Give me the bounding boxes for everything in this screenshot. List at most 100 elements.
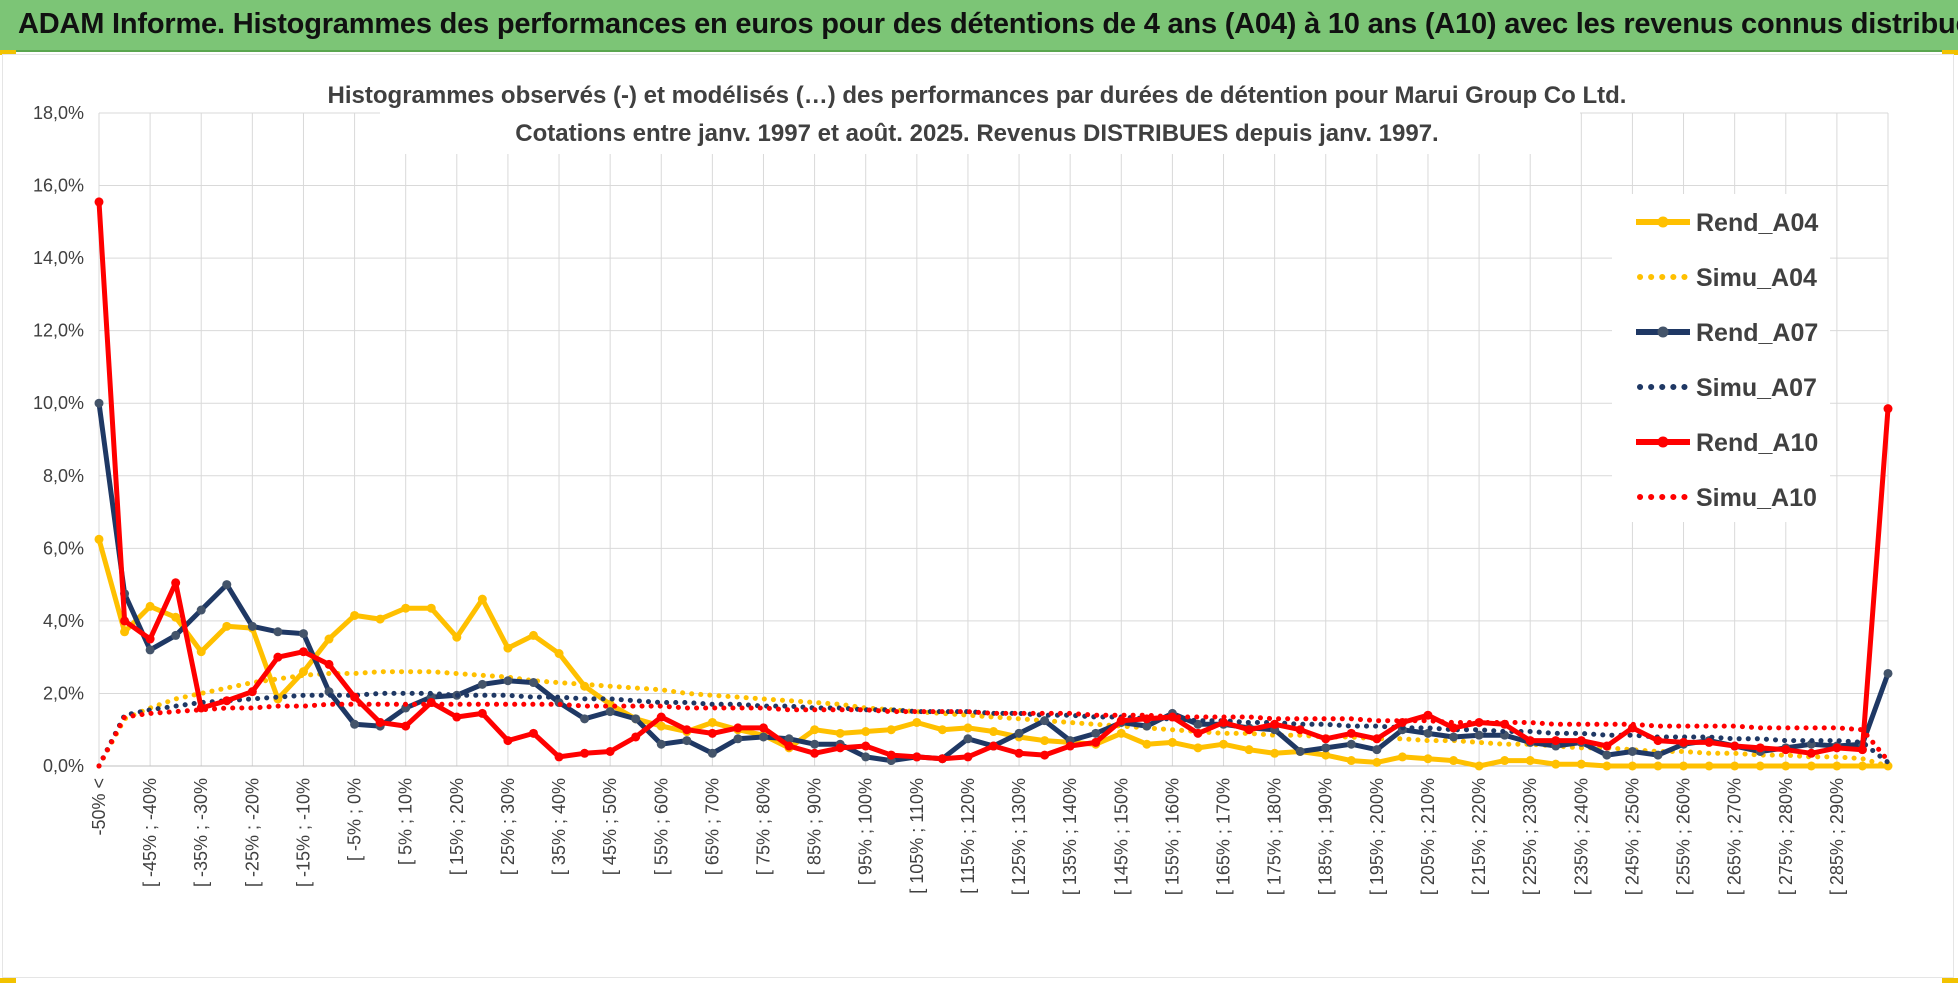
data-point-rend-a10 [1091,737,1101,747]
legend-marker-rend-a07 [1657,326,1669,338]
x-tick-label: [ 245% ; 250% [1622,778,1642,895]
data-point-rend-a10 [324,659,334,669]
data-point-rend-a10 [1679,737,1689,747]
series [94,197,1893,771]
x-tick-label: [ 205% ; 210% [1418,778,1438,895]
data-point-rend-a04 [171,612,181,622]
y-tick-label: 8,0% [43,466,84,486]
data-point-rend-a04 [1525,756,1535,766]
data-point-rend-a04 [1040,736,1050,746]
data-point-rend-a07 [758,732,768,742]
data-point-rend-a10 [861,741,871,751]
x-tick-label: [ 195% ; 200% [1367,778,1387,895]
data-point-rend-a10 [1244,725,1254,735]
data-point-rend-a10 [707,728,717,738]
x-tick-label: [ 285% ; 290% [1827,778,1847,895]
data-point-rend-a07 [145,645,155,655]
data-point-rend-a07 [222,580,232,590]
data-point-rend-a10 [1653,736,1663,746]
data-point-rend-a04 [1193,743,1203,753]
legend-label-rend-a04: Rend_A04 [1696,209,1818,237]
data-point-rend-a10 [580,748,590,758]
x-tick-label: [ 85% ; 90% [805,778,825,875]
data-point-rend-a10 [1857,745,1867,755]
data-point-rend-a10 [1704,737,1714,747]
data-point-rend-a10 [273,652,283,662]
x-tick-label: [ 5% ; 10% [396,778,416,865]
data-point-rend-a04 [861,727,871,737]
data-point-rend-a10 [631,732,641,742]
y-tick-label: 2,0% [43,683,84,703]
data-point-rend-a10 [1270,719,1280,729]
data-point-rend-a07 [682,736,692,746]
data-point-rend-a04 [120,627,130,637]
x-tick-label: [ 215% ; 220% [1469,778,1489,895]
data-point-rend-a07 [350,719,360,729]
series-line-simu-a07 [96,690,1891,769]
data-point-rend-a07 [1883,668,1893,678]
data-point-rend-a10 [1781,745,1791,755]
data-point-rend-a04 [1755,761,1765,771]
data-point-rend-a10 [963,752,973,762]
x-tick-label: [ 265% ; 270% [1725,778,1745,895]
data-point-rend-a04 [1627,761,1637,771]
data-point-rend-a10 [1551,736,1561,746]
data-point-rend-a07 [1602,750,1612,760]
data-point-rend-a10 [784,741,794,751]
data-point-rend-a10 [810,748,820,758]
data-point-rend-a10 [1602,741,1612,751]
data-point-rend-a04 [1244,745,1254,755]
chart-area [2,54,1954,978]
data-point-rend-a04 [350,610,360,620]
data-point-rend-a04 [1321,750,1331,760]
data-point-rend-a07 [1321,743,1331,753]
data-point-rend-a07 [784,734,794,744]
data-point-rend-a04 [1270,748,1280,758]
data-point-rend-a07 [580,714,590,724]
data-point-rend-a04 [1832,761,1842,771]
data-point-rend-a10 [1193,728,1203,738]
data-point-rend-a04 [1500,756,1510,766]
page-title: ADAM Informe. Histogrammes des performan… [18,8,1958,40]
data-point-rend-a10 [886,750,896,760]
y-tick-label: 6,0% [43,538,84,558]
data-point-rend-a10 [1423,710,1433,720]
data-point-rend-a04 [196,647,206,657]
data-point-rend-a07 [298,629,308,639]
x-tick-label: [ 45% ; 50% [600,778,620,875]
page-header: ADAM Informe. Histogrammes des performan… [0,0,1958,52]
data-point-rend-a04 [1423,754,1433,764]
data-point-rend-a04 [145,601,155,611]
data-point-rend-a10 [989,741,998,751]
data-point-rend-a10 [171,578,181,588]
chart-titles: Histogrammes observés (-) et modélisés (… [328,72,1626,154]
data-point-rend-a04 [989,727,998,737]
data-point-rend-a04 [963,723,973,733]
data-point-rend-a10 [912,752,922,762]
data-point-rend-a10 [298,647,308,657]
data-point-rend-a07 [528,678,538,688]
series-line-simu-a10 [96,701,1891,769]
x-tick-label: [ 115% ; 120% [958,778,978,894]
data-point-rend-a04 [1576,759,1586,769]
y-tick-label: 0,0% [43,756,84,776]
data-point-rend-a04 [1449,756,1459,766]
data-point-rend-a04 [477,594,487,604]
data-point-rend-a04 [1730,761,1740,771]
data-point-rend-a07 [171,630,181,640]
data-point-rend-a04 [324,634,334,644]
data-point-rend-a10 [477,708,487,718]
data-point-rend-a10 [1372,734,1382,744]
data-point-rend-a10 [1014,748,1024,758]
data-point-rend-a07 [707,748,717,758]
x-tick-label: [ 105% ; 110% [907,778,927,894]
data-point-rend-a07 [861,752,871,762]
data-point-rend-a10 [1219,717,1229,727]
data-point-rend-a10 [758,723,768,733]
legend-marker-rend-a10 [1657,436,1669,448]
data-point-rend-a04 [1806,761,1816,771]
data-point-rend-a04 [886,725,896,735]
data-point-rend-a07 [733,734,743,744]
data-point-rend-a07 [1627,746,1637,756]
data-point-rend-a10 [120,616,130,626]
